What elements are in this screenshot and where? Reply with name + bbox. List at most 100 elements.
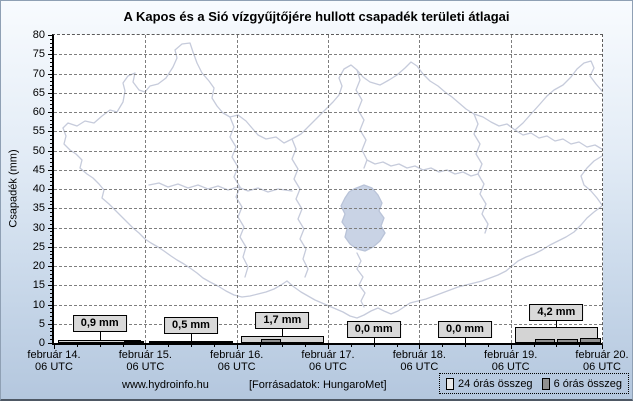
y-tick [50, 219, 54, 221]
x-tick-label-date: február 18. [392, 349, 446, 361]
x-tick-label-date: február 14. [27, 349, 81, 361]
y-tick [50, 58, 54, 60]
y-tick [50, 316, 54, 318]
x-tick [510, 345, 512, 349]
x-tick-label-time: 06 UTC [309, 361, 347, 373]
y-tick [50, 258, 54, 260]
y-tick [50, 200, 54, 202]
catchment-map [62, 42, 602, 319]
y-tick-label: 55 [32, 125, 45, 138]
bar-value-label: 1,7 mm [255, 312, 310, 329]
y-tick [50, 119, 54, 121]
y-tick [48, 285, 54, 287]
data-source-label: [Forrásadatok: HungaroMet] [249, 379, 387, 391]
v-gridline [236, 35, 238, 343]
x-tick [191, 345, 192, 347]
y-tick [48, 227, 54, 229]
bar-24h [514, 326, 598, 343]
y-tick [50, 154, 54, 156]
y-tick [50, 289, 54, 291]
y-tick [50, 196, 54, 198]
y-tick [50, 269, 54, 271]
y-tick [50, 212, 54, 214]
bar-callout-line [191, 334, 192, 342]
plot-area: 0,9 mm 0,5 mm 1,7 mm 0,0 mm 0,0 mm 4,2 mm [52, 34, 603, 345]
x-tick [213, 345, 215, 347]
bar-callout-line [373, 338, 375, 343]
y-tick [48, 169, 54, 171]
map-border-internal-7 [366, 159, 479, 177]
x-tick [533, 345, 535, 347]
x-tick-label: február 19. 06 UTC [471, 349, 551, 373]
y-tick [48, 92, 54, 94]
map-outline-east [580, 155, 602, 206]
x-tick-label: február 14. 06 UTC [14, 349, 94, 373]
y-tick [50, 308, 54, 310]
y-tick [50, 277, 54, 279]
y-tick-label: 65 [32, 86, 45, 99]
y-tick [50, 61, 54, 63]
y-tick-label: 80 [32, 29, 45, 41]
river-line [356, 252, 366, 308]
lake-shape [340, 184, 386, 252]
y-tick [50, 192, 54, 194]
y-tick [48, 304, 54, 306]
y-tick [50, 331, 54, 333]
map-outline-north [62, 42, 602, 144]
y-tick-label: 0 [38, 337, 45, 349]
bar-value-label: 0,0 mm [346, 321, 401, 338]
x-tick [54, 345, 55, 349]
legend-label-24h: 24 órás összeg [457, 377, 533, 390]
y-tick [50, 281, 54, 283]
y-tick [50, 108, 54, 110]
y-tick-label: 50 [32, 144, 45, 157]
x-tick-label-date: február 16. [210, 349, 264, 361]
y-tick [50, 231, 54, 233]
y-tick [50, 242, 54, 244]
y-tick [50, 204, 54, 206]
y-tick [50, 42, 54, 44]
v-gridline [510, 35, 512, 343]
y-tick [48, 35, 54, 36]
x-tick [465, 345, 466, 347]
x-tick-label-time: 06 UTC [217, 361, 256, 373]
chart-title: A Kapos és a Sió vízgyűjtőjére hullott c… [123, 9, 510, 24]
legend-item-24h: 24 órás összeg [445, 377, 533, 390]
map-border-internal-3 [148, 182, 293, 193]
legend-item-6h: 6 órás összeg [541, 377, 622, 390]
y-tick [50, 65, 54, 67]
bar-value-label: 0,9 mm [72, 315, 127, 332]
x-tick-label-time: 06 UTC [126, 361, 165, 373]
map-border-internal-4 [355, 69, 368, 169]
y-tick-label: 15 [32, 279, 45, 292]
x-tick [282, 345, 284, 347]
bar-6h [123, 341, 145, 343]
y-tick [48, 150, 54, 152]
y-tick [48, 131, 54, 133]
x-tick [122, 345, 124, 347]
y-tick [50, 339, 54, 341]
website-link[interactable]: www.hydroinfo.hu [122, 379, 209, 391]
y-tick [50, 292, 54, 294]
y-tick [48, 189, 54, 190]
y-tick [50, 135, 54, 137]
y-tick [50, 85, 54, 87]
y-tick [48, 323, 54, 325]
y-tick [50, 239, 54, 241]
y-tick-label: 40 [32, 183, 45, 195]
map-border-internal-6 [514, 129, 602, 150]
y-tick-label: 25 [32, 240, 45, 253]
bar-6h [260, 339, 282, 343]
x-tick-label-date: február 20. [575, 349, 629, 361]
x-tick [442, 345, 444, 347]
x-tick-label-time: 06 UTC [583, 361, 621, 373]
x-tick-label: február 16. 06 UTC [197, 349, 277, 373]
y-tick [50, 96, 54, 98]
y-tick [50, 142, 54, 144]
y-tick [50, 88, 54, 90]
bar-callout-line [99, 332, 101, 340]
y-tick [50, 254, 54, 256]
bar-value-label: 0,5 mm [164, 317, 218, 334]
bar-callout-line [282, 329, 284, 337]
y-tick [50, 296, 54, 298]
